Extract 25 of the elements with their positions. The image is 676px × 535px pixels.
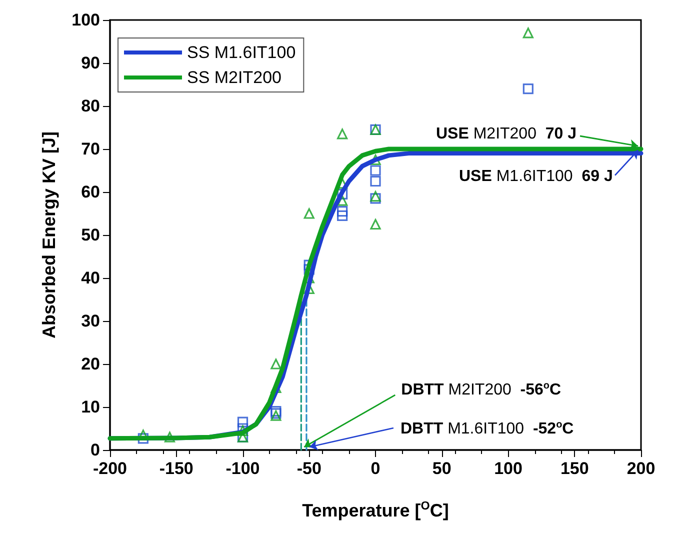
x-tick-label: 0	[370, 459, 380, 478]
x-tick-label: 50	[432, 459, 452, 478]
x-tick-label: 150	[560, 459, 589, 478]
y-tick-label: 70	[81, 140, 100, 158]
y-tick-label: 50	[81, 226, 100, 244]
legend-label: SS M2IT200	[187, 68, 282, 87]
x-tick-label: -150	[159, 459, 194, 478]
y-tick-label: 90	[81, 54, 100, 72]
x-tick-label: -50	[296, 459, 322, 478]
y-tick-label: 80	[81, 96, 100, 116]
x-tick-label: -100	[226, 459, 260, 478]
x-tick-label: 200	[626, 459, 656, 478]
y-tick-label: 100	[72, 10, 100, 30]
annotation: USE M2IT200 70 J	[436, 126, 577, 142]
x-tick-label: 100	[494, 459, 522, 478]
y-tick-label: 40	[81, 268, 100, 288]
y-tick-label: 20	[81, 354, 100, 374]
y-tick-label: 60	[81, 182, 100, 202]
y-tick-label: 10	[81, 398, 100, 416]
annotation: USE M1.6IT100 69 J	[459, 168, 613, 185]
x-tick-label: -200	[92, 459, 128, 478]
y-tick-label: 30	[81, 312, 100, 330]
y-axis-title: Absorbed Energy KV [J]	[39, 131, 59, 339]
legend-label: SS M1.6IT100	[187, 43, 296, 62]
y-tick-label: 0	[90, 440, 100, 460]
